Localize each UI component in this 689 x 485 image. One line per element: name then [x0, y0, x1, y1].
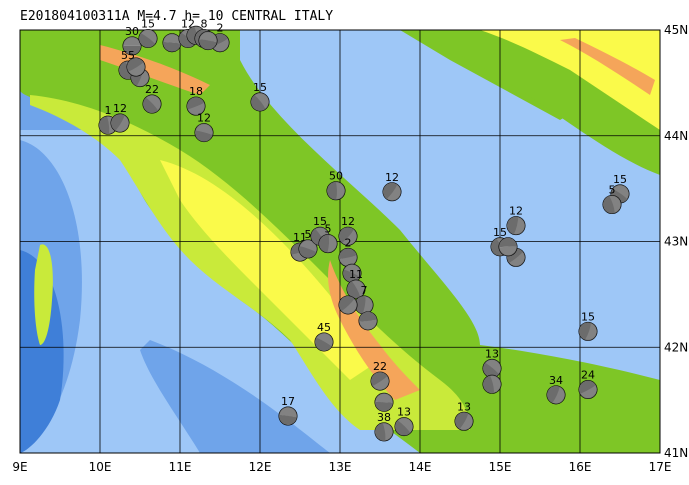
focal-mechanism-beachball [250, 92, 270, 112]
focal-mechanism-beachball [358, 311, 378, 331]
corsica [34, 244, 53, 345]
depth-label: 15 [313, 215, 327, 228]
focal-mechanism-beachball [374, 422, 394, 442]
y-tick-label: 43N [664, 235, 688, 249]
x-tick-label: 9E [12, 460, 27, 474]
depth-label: 12 [197, 112, 211, 125]
x-tick-label: 14E [409, 460, 432, 474]
depth-label: 24 [581, 369, 595, 382]
focal-mechanism-beachball [498, 237, 518, 257]
depth-label: 12 [113, 102, 127, 115]
depth-label: 5 [609, 183, 616, 196]
focal-mechanism-beachball [314, 332, 334, 352]
depth-label: 12 [385, 171, 399, 184]
focal-mechanism-beachball [194, 123, 214, 143]
depth-label: 2 [217, 22, 224, 35]
depth-label: 13 [485, 347, 499, 360]
x-tick-label: 15E [489, 460, 512, 474]
depth-label: 15 [493, 226, 507, 239]
x-tick-label: 16E [569, 460, 592, 474]
focal-mechanism-beachball [370, 371, 390, 391]
depth-label: 13 [457, 400, 471, 413]
dinaric-peaks [560, 38, 655, 95]
y-tick-label: 45N [664, 23, 688, 37]
focal-mechanism-beachball [506, 216, 526, 236]
x-tick-label: 13E [329, 460, 352, 474]
depth-label: 38 [377, 411, 391, 424]
x-tick-label: 17E [649, 460, 672, 474]
focal-mechanism-beachball [186, 96, 206, 116]
focal-mechanism-beachball [298, 239, 318, 259]
focal-mechanism-beachball [142, 94, 162, 114]
focal-mechanism-beachball [122, 36, 142, 56]
y-tick-label: 41N [664, 446, 688, 460]
x-tick-label: 11E [169, 460, 192, 474]
focal-mechanism-beachball [578, 380, 598, 400]
depth-label: 50 [329, 170, 343, 183]
y-tick-label: 44N [664, 129, 688, 143]
focal-mechanism-beachball [126, 57, 146, 77]
focal-mechanism-beachball [382, 182, 402, 202]
focal-mechanism-beachball [338, 226, 358, 246]
depth-label: 13 [397, 406, 411, 419]
focal-mechanism-beachball [354, 295, 374, 315]
depth-label: 15 [253, 81, 267, 94]
focal-mechanism-beachball [278, 406, 298, 426]
focal-mechanism-beachball [374, 392, 394, 412]
y-tick-label: 42N [664, 340, 688, 354]
depth-label: 8 [201, 17, 208, 30]
depth-label: 15 [613, 173, 627, 186]
focal-mechanism-beachball [318, 234, 338, 254]
tyrrhenian-shelf [140, 340, 330, 453]
x-tick-label: 12E [249, 460, 272, 474]
apennine-highlands [160, 160, 380, 380]
focal-mechanism-beachball [138, 28, 158, 48]
depth-label: 15 [141, 17, 155, 30]
depth-label: 18 [189, 85, 203, 98]
focal-mechanism-beachball [110, 113, 130, 133]
focal-mechanism-beachball [338, 295, 358, 315]
focal-mechanism-beachball [394, 417, 414, 437]
depth-label: 12 [509, 205, 523, 218]
focal-mechanism-beachball [338, 247, 358, 267]
focal-mechanism-beachball [578, 321, 598, 341]
apennine-peaks [328, 260, 420, 400]
balkan-highlands [480, 30, 660, 130]
focal-mechanism-beachball [346, 279, 366, 299]
focal-mechanism-beachball [602, 194, 622, 214]
focal-mechanism-beachball [482, 374, 502, 394]
northern-apennine-peaks [100, 45, 210, 95]
depth-label: 34 [549, 374, 563, 387]
depth-label: 22 [373, 360, 387, 373]
depth-label: 17 [281, 395, 295, 408]
depth-label: 5 [325, 223, 332, 236]
depth-label: 7 [361, 284, 368, 297]
depth-label: 5 [305, 228, 312, 241]
depth-label: 1 [105, 104, 112, 117]
depth-label: 2 [345, 236, 352, 249]
x-tick-label: 10E [89, 460, 112, 474]
depth-label: 22 [145, 83, 159, 96]
depth-label: 45 [317, 321, 331, 334]
map-title: E201804100311A M=4.7 h= 10 CENTRAL ITALY [20, 9, 333, 24]
focal-mechanism-beachball [454, 411, 474, 431]
depth-label: 15 [581, 310, 595, 323]
axis-labels: 9E 10E 11E 12E 13E 14E 15E 16E 17E 45N 44N 43N 42N 41… [12, 23, 688, 474]
depth-label: 12 [341, 215, 355, 228]
focal-mechanism-beachball [326, 181, 346, 201]
focal-mechanism-beachball [162, 33, 182, 53]
focal-mechanism-beachball [342, 263, 362, 283]
tyrrhenian-deep [20, 250, 64, 453]
focal-mechanism-beachball [482, 358, 502, 378]
focal-mechanism-beachball [198, 31, 218, 51]
focal-mechanism-beachball [546, 385, 566, 405]
depth-label: 30 [125, 25, 139, 38]
depth-label: 11 [349, 268, 363, 281]
